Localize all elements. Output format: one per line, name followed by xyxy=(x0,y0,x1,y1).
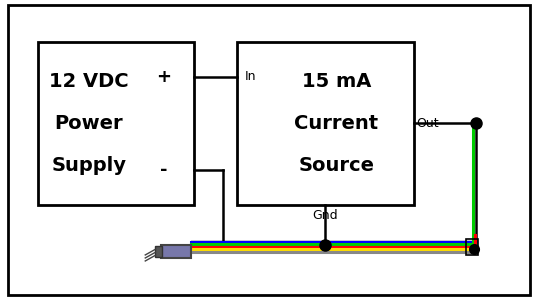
Text: Current: Current xyxy=(294,114,378,133)
Bar xyxy=(161,244,191,258)
Bar xyxy=(191,240,476,254)
Text: In: In xyxy=(245,70,256,83)
Text: -: - xyxy=(160,161,168,179)
Text: 15 mA: 15 mA xyxy=(302,72,371,91)
Bar xyxy=(38,42,194,205)
Text: Power: Power xyxy=(54,114,123,133)
Text: 12 VDC: 12 VDC xyxy=(49,72,129,91)
Text: Source: Source xyxy=(298,156,374,175)
Bar xyxy=(466,239,478,255)
Text: Gnd: Gnd xyxy=(313,209,338,222)
Text: +: + xyxy=(157,68,172,86)
Text: Out: Out xyxy=(416,117,438,130)
Text: Supply: Supply xyxy=(51,156,126,175)
Bar xyxy=(237,42,414,205)
Bar xyxy=(155,246,162,257)
